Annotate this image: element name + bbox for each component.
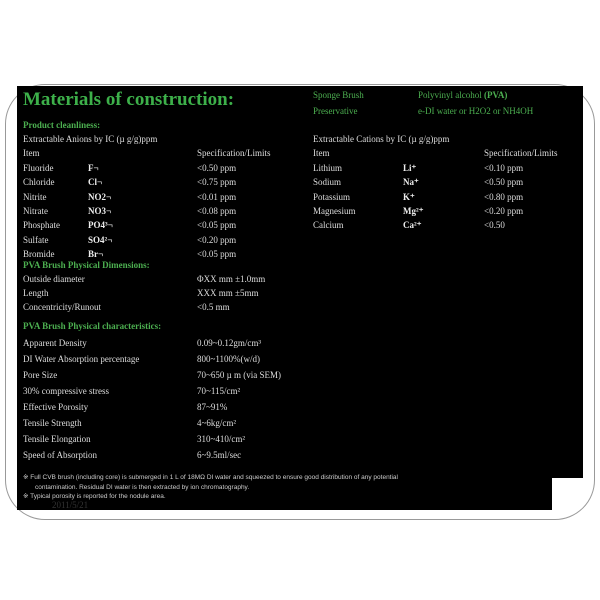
anion-limit: <0.08 ppm <box>197 205 237 216</box>
anion-formula: NO3¬ <box>88 205 112 216</box>
dimension-label: Concentricity/Runout <box>23 302 101 312</box>
anion-limit: <0.05 ppm <box>197 220 237 231</box>
anion-formula: NO2¬ <box>88 191 112 202</box>
cation-formula: Li⁺ <box>403 163 417 173</box>
characteristic-label: Speed of Absorption <box>23 450 97 460</box>
characteristic-label: Effective Porosity <box>23 402 89 412</box>
cations-col-item: Item <box>313 148 330 158</box>
anions-col-item: Item <box>23 148 40 158</box>
anion-name: Nitrite <box>23 191 47 202</box>
slide-date: 2011/5/21 <box>52 500 89 510</box>
cation-limit: <0.20 ppm <box>484 205 524 216</box>
material-label: Sponge Brush <box>313 90 364 100</box>
section-heading: Product cleanliness: <box>23 120 101 130</box>
cation-formula: Ca²⁺ <box>403 220 422 231</box>
characteristic-value: 4~6kg/cm² <box>197 418 237 428</box>
anion-formula: Br¬ <box>88 248 104 259</box>
anion-formula: SO4²¬ <box>88 234 113 245</box>
preservative-value: e-DI water or H2O2 or NH4OH <box>418 106 534 116</box>
footnote: ※ Full CVB brush (including core) is sub… <box>23 474 398 481</box>
cation-formula: Na⁺ <box>403 177 419 188</box>
anions-caption: Extractable Anions by IC (µ g/g)ppm <box>23 134 158 144</box>
material-value-text: Polyvinyl alcohol <box>418 90 482 100</box>
cation-formula: Mg²⁺ <box>403 205 424 216</box>
dimension-label: Length <box>23 288 49 298</box>
characteristic-label: DI Water Absorption percentage <box>23 354 140 364</box>
dimension-value: XXX mm ±5mm <box>197 288 259 298</box>
characteristic-value: 70~115/cm² <box>197 386 241 396</box>
anion-formula: F¬ <box>88 163 99 173</box>
cation-name: Potassium <box>313 191 351 202</box>
anion-limit: <0.75 ppm <box>197 177 237 188</box>
section-heading: PVA Brush Physical Dimensions: <box>23 260 150 270</box>
anion-name: Bromide <box>23 248 55 259</box>
cations-caption: Extractable Cations by IC (µ g/g)ppm <box>313 134 450 144</box>
slide-frame <box>5 84 595 520</box>
characteristic-label: 30% compressive stress <box>23 386 109 396</box>
dimension-value: <0.5 mm <box>197 302 230 312</box>
footnote: contamination. Residual DI water is then… <box>35 483 250 491</box>
characteristic-value: 0.09~0.12gm/cm³ <box>197 338 262 348</box>
anion-name: Nitrate <box>23 205 48 216</box>
page-title: Materials of construction: <box>23 89 235 110</box>
cation-limit: <0.80 ppm <box>484 191 524 202</box>
dimension-label: Outside diameter <box>23 274 85 284</box>
anion-formula: Cl¬ <box>88 177 103 188</box>
characteristic-value: 800~1100%(w/d) <box>197 354 261 364</box>
characteristic-value: 70~650 µ m (via SEM) <box>197 370 282 380</box>
cation-limit: <0.50 ppm <box>484 177 524 188</box>
cation-name: Magnesium <box>313 205 356 216</box>
anion-name: Phosphate <box>23 220 60 231</box>
cation-name: Lithium <box>313 163 342 173</box>
footnote: ※ Typical porosity is reported for the n… <box>23 493 166 500</box>
cations-col-spec: Specification/Limits <box>484 148 558 158</box>
slide-panel <box>17 86 583 478</box>
material-value-bold: (PVA) <box>484 90 508 100</box>
footnote-panel <box>17 470 552 510</box>
anion-formula: PO4³¬ <box>88 220 113 231</box>
cation-formula: K⁺ <box>403 191 415 202</box>
characteristic-label: Tensile Elongation <box>23 434 91 444</box>
characteristic-label: Apparent Density <box>23 338 87 348</box>
characteristic-label: Tensile Strength <box>23 418 82 428</box>
preservative-label: Preservative <box>313 106 358 116</box>
anion-name: Sulfate <box>23 234 49 245</box>
characteristic-value: 310~410/cm² <box>197 434 246 444</box>
section-heading: PVA Brush Physical characteristics: <box>23 321 162 331</box>
cation-name: Sodium <box>313 177 342 188</box>
anion-limit: <0.20 ppm <box>197 234 237 245</box>
anions-col-spec: Specification/Limits <box>197 148 271 158</box>
cation-name: Calcium <box>313 220 344 231</box>
anion-name: Chloride <box>23 177 55 188</box>
anion-limit: <0.50 ppm <box>197 163 237 173</box>
cation-limit: <0.10 ppm <box>484 163 524 173</box>
anion-name: Fluoride <box>23 163 54 173</box>
anion-limit: <0.01 ppm <box>197 191 237 202</box>
dimension-value: ΦXX mm ±1.0mm <box>197 274 266 284</box>
material-value: Polyvinyl alcohol (PVA) <box>418 90 507 101</box>
anion-limit: <0.05 ppm <box>197 248 237 259</box>
cation-limit: <0.50 <box>484 220 505 231</box>
characteristic-label: Pore Size <box>23 370 58 380</box>
characteristic-value: 6~9.5ml/sec <box>197 450 242 460</box>
characteristic-value: 87~91% <box>197 402 228 412</box>
